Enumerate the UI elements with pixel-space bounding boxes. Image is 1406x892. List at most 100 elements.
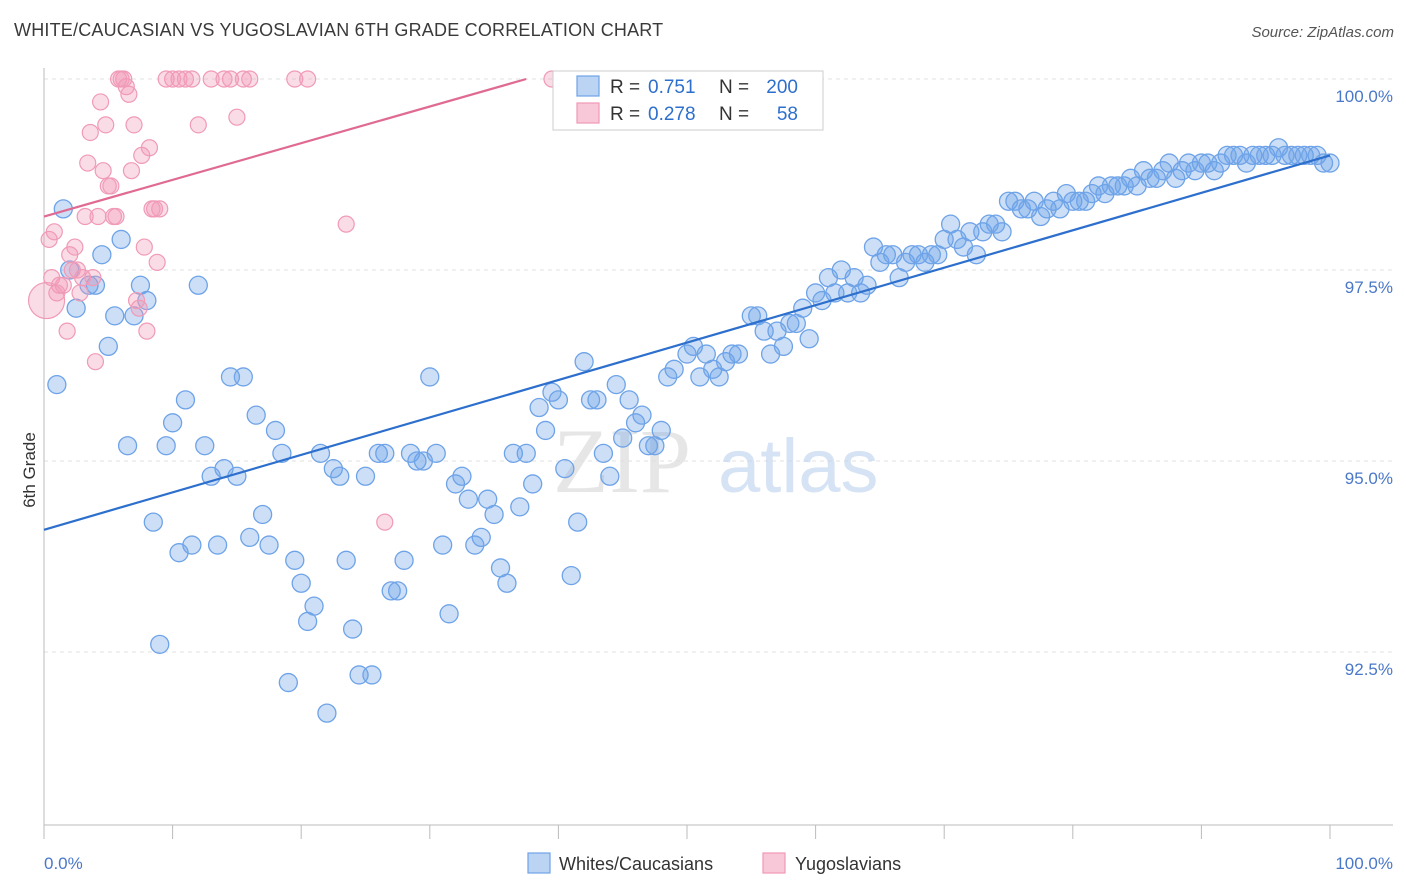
point-yugoslavians — [189, 116, 207, 134]
legend-swatch-yugoslavians — [762, 852, 786, 874]
point-yugoslavians — [148, 253, 166, 271]
point-whites — [465, 535, 485, 555]
point-whites — [510, 497, 530, 517]
point-whites — [985, 214, 1006, 234]
point-yugoslavians — [81, 123, 99, 142]
point-yugoslavians — [157, 70, 175, 88]
point-whites — [799, 329, 819, 349]
point-whites — [876, 245, 896, 265]
stats-r-value-blue: 0.751 — [648, 77, 696, 98]
point-whites — [195, 436, 215, 456]
point-whites — [580, 390, 601, 410]
point-yugoslavians — [221, 70, 240, 88]
point-whites — [535, 420, 556, 441]
series-whites-points — [47, 138, 1340, 723]
chart-source: Source: ZipAtlas.com — [1251, 24, 1394, 41]
point-whites — [542, 382, 562, 402]
point-whites — [523, 474, 543, 494]
point-whites — [156, 436, 176, 456]
point-whites — [246, 405, 266, 425]
point-whites — [568, 512, 588, 532]
point-whites — [317, 703, 337, 723]
point-yugoslavians — [234, 70, 252, 88]
y-axis-label: 6th Grade — [20, 432, 39, 508]
point-whites — [188, 275, 208, 295]
point-whites — [285, 550, 305, 570]
point-whites — [625, 413, 646, 433]
stats-n-label-blue: N = — [719, 77, 749, 98]
stats-legend: R = 0.751 N = 200 R = 0.278 N = 58 — [552, 70, 824, 131]
point-whites — [362, 665, 382, 685]
point-yugoslavians — [376, 513, 394, 531]
legend-label-yugoslavians: Yugoslavians — [795, 854, 901, 874]
point-yugoslavians — [76, 207, 94, 226]
point-whites — [587, 390, 607, 410]
point-whites — [207, 535, 228, 555]
stats-legend-swatch-blue — [576, 75, 600, 97]
trend-line-yugoslavians — [43, 77, 527, 218]
point-yugoslavians — [86, 353, 105, 371]
point-whites — [111, 229, 131, 250]
point-whites — [722, 344, 742, 364]
point-whites — [1204, 161, 1224, 181]
point-yugoslavians — [241, 70, 259, 88]
point-whites — [574, 352, 594, 372]
point-yugoslavians — [151, 200, 169, 218]
x-tick-label-max: 100.0% — [1335, 854, 1393, 873]
y-tick-label: 97.5% — [1345, 278, 1393, 297]
point-yugoslavians — [91, 93, 110, 111]
point-whites — [497, 573, 517, 593]
point-whites — [445, 474, 466, 494]
point-yugoslavians — [130, 299, 148, 317]
point-whites — [92, 245, 112, 265]
point-whites — [619, 390, 639, 410]
point-whites — [1076, 191, 1096, 211]
point-yugoslavians — [170, 70, 188, 88]
x-tick-label-min: 0.0% — [44, 854, 83, 873]
stats-r-label-blue: R = — [610, 77, 640, 98]
point-whites — [529, 397, 549, 418]
point-whites — [336, 550, 356, 570]
point-yugoslavians — [107, 207, 125, 226]
watermark-atlas: atlas — [718, 424, 879, 509]
stats-n-value-blue: 200 — [766, 77, 798, 98]
point-yugoslavians — [164, 70, 182, 88]
point-yugoslavians — [79, 154, 97, 172]
point-yugoslavians — [54, 276, 72, 294]
point-whites — [992, 222, 1012, 242]
stats-n-value-pink: 58 — [777, 104, 798, 125]
point-whites — [259, 535, 279, 555]
legend-label-whites: Whites/Caucasians — [559, 854, 713, 874]
point-whites — [233, 367, 253, 387]
point-whites — [252, 504, 273, 525]
point-yugoslavians — [215, 70, 233, 88]
series-yugoslavians-points — [27, 70, 561, 531]
point-whites — [66, 298, 86, 318]
point-whites — [613, 428, 633, 448]
point-yugoslavians — [337, 215, 355, 233]
point-yugoslavians — [27, 281, 66, 320]
point-whites — [1166, 168, 1186, 188]
point-whites — [105, 306, 125, 326]
y-tick-labels: 92.5% 95.0% 97.5% 100.0% — [1335, 87, 1393, 679]
point-whites — [548, 390, 569, 410]
point-whites — [561, 565, 581, 586]
point-yugoslavians — [176, 70, 195, 88]
point-whites — [452, 466, 472, 486]
point-whites — [658, 367, 678, 387]
point-whites — [240, 527, 260, 548]
point-whites — [291, 573, 311, 593]
point-yugoslavians — [94, 162, 112, 180]
point-yugoslavians — [66, 238, 84, 256]
x-ticks — [43, 825, 1331, 839]
point-whites — [375, 443, 395, 464]
point-whites — [638, 436, 659, 456]
point-whites — [471, 527, 491, 548]
point-yugoslavians — [89, 207, 107, 226]
point-yugoslavians — [97, 116, 115, 134]
point-whites — [1031, 206, 1051, 227]
point-yugoslavians — [71, 284, 89, 302]
point-yugoslavians — [84, 269, 102, 287]
point-yugoslavians — [122, 162, 141, 180]
point-yugoslavians — [145, 200, 164, 218]
